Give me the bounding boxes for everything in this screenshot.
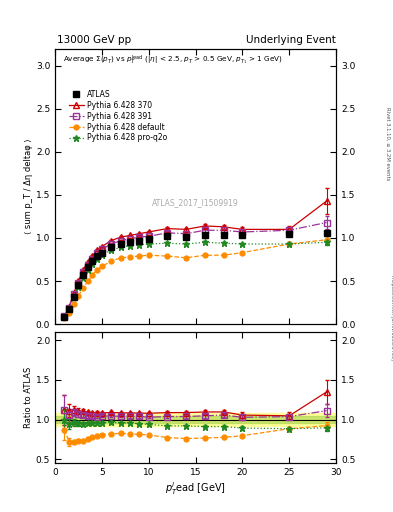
Text: Average $\Sigma(p_T)$ vs $p_T^{\rm lead}$ ($|\eta|$ < 2.5, $p_T$ > 0.5 GeV, $p_{: Average $\Sigma(p_T)$ vs $p_T^{\rm lead}… [63, 54, 283, 68]
X-axis label: $p_T^l$ead [GeV]: $p_T^l$ead [GeV] [165, 480, 226, 497]
Bar [55, 416, 336, 423]
Legend: ATLAS, Pythia 6.428 370, Pythia 6.428 391, Pythia 6.428 default, Pythia 6.428 pr: ATLAS, Pythia 6.428 370, Pythia 6.428 39… [67, 88, 169, 144]
Text: 13000 GeV pp: 13000 GeV pp [57, 35, 131, 45]
Text: mcplots.cern.ch [arXiv:1306.3436]: mcplots.cern.ch [arXiv:1306.3436] [390, 275, 393, 360]
Text: Rivet 3.1.10, ≥ 3.2M events: Rivet 3.1.10, ≥ 3.2M events [386, 106, 390, 180]
Bar [55, 413, 336, 426]
Y-axis label: Ratio to ATLAS: Ratio to ATLAS [24, 367, 33, 429]
Y-axis label: ⟨ sum p_T / Δη deltaφ ⟩: ⟨ sum p_T / Δη deltaφ ⟩ [24, 139, 33, 234]
Text: ATLAS_2017_I1509919: ATLAS_2017_I1509919 [152, 198, 239, 207]
Text: Underlying Event: Underlying Event [246, 35, 336, 45]
